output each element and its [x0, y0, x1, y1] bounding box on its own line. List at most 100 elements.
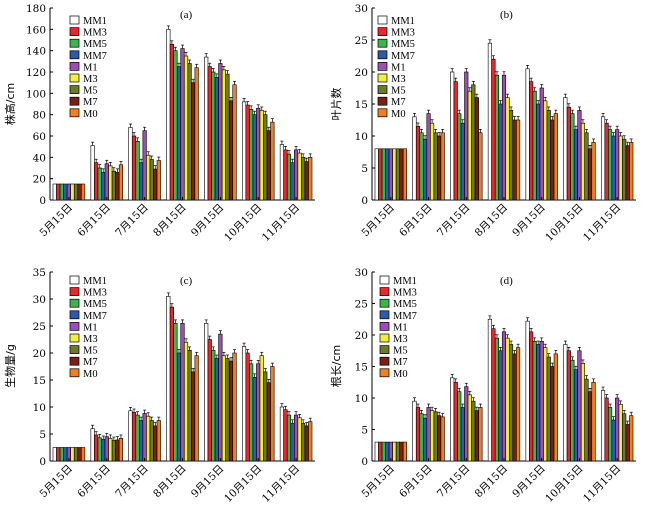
bar-MM1-0 — [52, 183, 57, 201]
x-tick-label: 8月15日 — [151, 463, 189, 501]
bar-MM7-3 — [498, 103, 503, 201]
bar-MM1-1 — [412, 400, 417, 462]
bar-M5-0 — [395, 148, 400, 201]
y-tick-label: 120 — [26, 67, 46, 79]
legend-label-MM5: MM5 — [83, 39, 107, 50]
bar-MM1-4 — [525, 68, 530, 201]
legend-label-MM7: MM7 — [83, 51, 107, 62]
bar-MM3-5 — [245, 104, 250, 201]
bar-M7-2 — [153, 168, 158, 201]
bar-MM3-0 — [378, 441, 383, 462]
bar-M1-4 — [539, 340, 544, 462]
bar-M5-2 — [471, 400, 476, 462]
bar-M7-6 — [625, 145, 630, 201]
legend-label-MM7: MM7 — [83, 311, 107, 322]
legend-swatch-MM7 — [69, 310, 80, 320]
legend-swatch-M1 — [377, 62, 388, 71]
bar-M1-3 — [501, 74, 507, 201]
bar-M3-1 — [108, 165, 113, 201]
bar-M5-5 — [263, 114, 268, 201]
bar-M1-2 — [142, 130, 147, 201]
bar-MM3-5 — [566, 350, 571, 462]
bar-MM5-4 — [211, 71, 216, 201]
bar-MM5-3 — [494, 337, 500, 462]
bar-MM5-0 — [381, 441, 386, 462]
legend-label-MM3: MM3 — [393, 288, 417, 299]
bar-MM5-5 — [249, 363, 254, 462]
x-tick-label: 9月15日 — [510, 202, 548, 240]
bar-M1-5 — [577, 350, 582, 462]
legend-label-M1: M1 — [83, 322, 98, 333]
bar-MM7-6 — [290, 162, 295, 201]
bar-MM3-6 — [283, 409, 288, 462]
bar-MM1-0 — [374, 148, 379, 201]
bar-MM1-0 — [374, 441, 379, 462]
bar-MM7-1 — [422, 138, 428, 201]
x-tick-label: 6月15日 — [75, 202, 113, 240]
bar-M1-6 — [615, 397, 620, 462]
legend-swatch-M1 — [69, 322, 80, 331]
y-tick-label: 25 — [355, 35, 368, 47]
legend-swatch-MM5 — [377, 38, 388, 48]
legend-swatch-M3 — [69, 73, 80, 83]
bar-MM1-6 — [279, 406, 284, 462]
panel-label: (c) — [180, 275, 193, 287]
bar-MM5-1 — [419, 132, 424, 201]
bar-MM5-6 — [608, 407, 613, 462]
bar-M5-6 — [622, 413, 627, 462]
bar-MM3-2 — [131, 135, 137, 201]
legend-swatch-MM3 — [69, 287, 80, 296]
bar-M7-5 — [266, 130, 271, 201]
x-tick-label: 9月15日 — [510, 463, 548, 501]
bar-M0-2 — [478, 407, 483, 462]
bar-M0-0 — [402, 148, 408, 201]
bar-M5-3 — [187, 63, 192, 201]
bar-MM1-5 — [563, 344, 568, 462]
legend-swatch-M7 — [379, 356, 390, 366]
bar-MM7-4 — [536, 344, 541, 462]
bar-M1-6 — [294, 149, 299, 201]
bar-M0-1 — [118, 164, 124, 201]
legend-label-MM3: MM3 — [83, 288, 107, 299]
panel-label: (d) — [500, 275, 513, 287]
bar-M3-0 — [392, 148, 397, 201]
bar-M1-5 — [577, 110, 582, 201]
y-axis-title: 根长/cm — [329, 345, 343, 387]
legend-swatch-MM1 — [379, 275, 390, 285]
bar-MM5-6 — [608, 129, 613, 201]
x-tick-label: 10月15日 — [222, 202, 264, 244]
bar-M1-1 — [426, 113, 431, 201]
legend-label-MM7: MM7 — [391, 51, 415, 62]
bar-M3-2 — [467, 394, 472, 462]
bar-MM7-1 — [101, 439, 106, 462]
bar-M1-4 — [218, 63, 223, 201]
bar-M3-6 — [297, 152, 302, 201]
bar-M7-1 — [437, 135, 442, 201]
bar-MM3-4 — [207, 339, 212, 462]
bar-MM7-2 — [460, 407, 465, 462]
bar-MM1-4 — [204, 56, 209, 201]
bar-MM1-4 — [525, 320, 530, 462]
bar-M0-6 — [308, 157, 313, 201]
bar-M5-3 — [508, 110, 514, 201]
legend-label-MM3: MM3 — [83, 28, 107, 39]
legend-swatch-M3 — [377, 73, 388, 83]
bar-MM7-3 — [498, 350, 503, 462]
bar-M5-1 — [111, 170, 116, 201]
bar-MM3-1 — [94, 434, 99, 462]
bar-M0-4 — [553, 113, 558, 201]
bar-M3-4 — [221, 355, 226, 462]
legend-swatch-M7 — [69, 356, 80, 366]
bar-M5-1 — [433, 411, 438, 462]
y-tick-label: 0 — [39, 195, 46, 207]
x-tick-label: 10月15日 — [543, 463, 585, 505]
y-axis-title: 生物量/g — [3, 344, 17, 388]
x-tick-label: 5月15日 — [38, 463, 76, 501]
legend-label-M7: M7 — [393, 357, 408, 368]
y-tick-label: 10 — [355, 131, 368, 143]
bar-M3-4 — [543, 347, 548, 462]
legend-swatch-MM3 — [377, 27, 388, 36]
bar-M0-0 — [81, 447, 86, 462]
y-tick-label: 60 — [33, 131, 46, 143]
legend-label-MM1: MM1 — [393, 276, 417, 287]
